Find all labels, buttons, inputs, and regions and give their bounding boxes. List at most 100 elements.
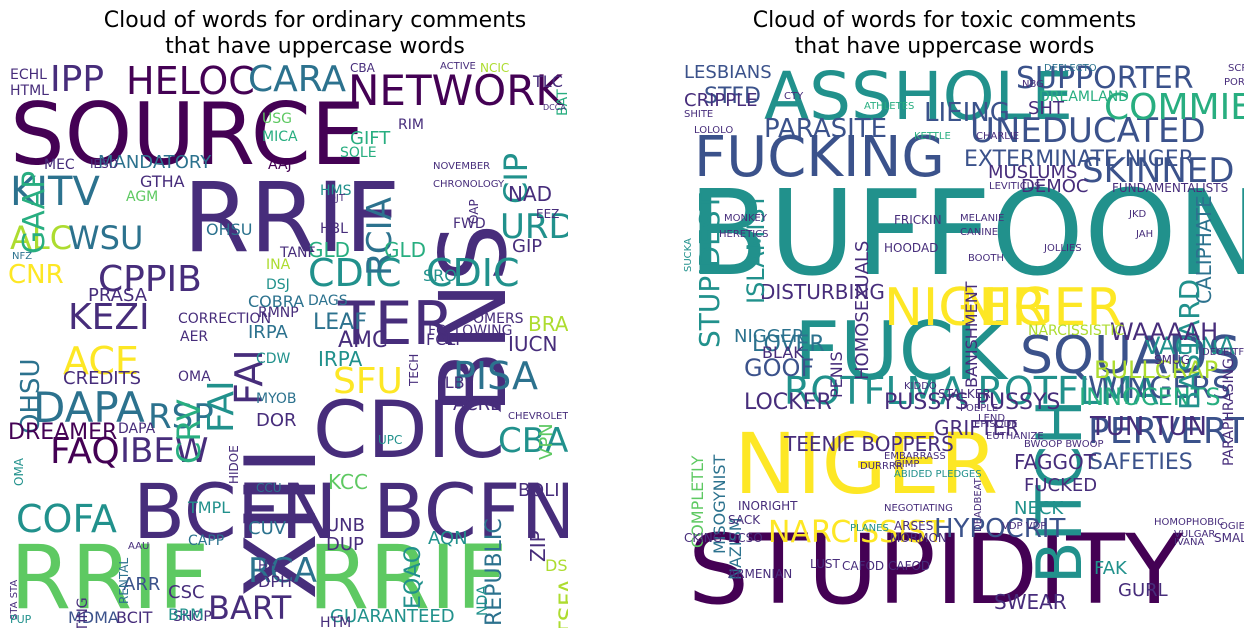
cloud-word: CAPP bbox=[188, 533, 225, 549]
cloud-word: CUV bbox=[248, 518, 287, 539]
cloud-word: GIFT bbox=[350, 128, 391, 149]
cloud-word: IBEW bbox=[120, 431, 209, 471]
cloud-word: PARAPHRASING bbox=[1221, 358, 1237, 466]
cloud-word: UNB bbox=[326, 515, 365, 536]
cloud-word: NOVEMBER bbox=[433, 161, 491, 172]
cloud-word: COBRA bbox=[248, 292, 305, 311]
cloud-word: BCFN bbox=[133, 467, 338, 556]
cloud-word: EEZ bbox=[536, 207, 560, 221]
cloud-word: KETTLE bbox=[914, 131, 951, 142]
cloud-word: WSU bbox=[68, 219, 144, 257]
cloud-word: GLD bbox=[384, 238, 427, 262]
cloud-word: ARSES bbox=[894, 519, 934, 533]
cloud-word: BRM bbox=[168, 605, 204, 624]
cloud-word: CRV bbox=[170, 399, 208, 464]
cloud-word: GLD bbox=[308, 238, 351, 262]
cloud-word: MUSLUMS bbox=[988, 162, 1078, 183]
cloud-word: LOLOLO bbox=[694, 125, 734, 136]
cloud-word: LOCKER bbox=[744, 390, 832, 415]
cloud-word: DEADBEAT bbox=[973, 478, 984, 532]
cloud-word: FOLLOWING bbox=[428, 323, 513, 339]
cloud-word: VAGINA bbox=[1144, 332, 1235, 360]
cloud-word: HIDOE bbox=[227, 445, 241, 484]
cloud-word: ALC bbox=[10, 219, 73, 257]
cloud-word: FAQ bbox=[50, 431, 120, 472]
cloud-word: TUN TUN bbox=[1090, 412, 1207, 442]
word-cloud-toxic: BUFFOON STUPIDITY ASSHOLE FUCKING FUCK NIGER N… bbox=[684, 62, 1244, 628]
cloud-word: CTY bbox=[784, 91, 804, 102]
cloud-word: JOLLIES bbox=[1044, 243, 1082, 254]
cloud-word: BART bbox=[208, 589, 292, 627]
cloud-word: SHOP bbox=[173, 609, 212, 625]
cloud-word: CHARLIE bbox=[976, 131, 1020, 142]
cloud-word: STFD bbox=[704, 84, 761, 109]
cloud-word: ARMENIAN bbox=[728, 567, 793, 581]
cloud-word: ISLAMIST bbox=[742, 193, 770, 304]
cloud-word: NECK bbox=[1014, 498, 1064, 519]
cloud-word: GOOF bbox=[744, 354, 815, 382]
cloud-word: DAGS bbox=[308, 293, 348, 309]
cloud-word: ASSHOLE bbox=[764, 62, 1073, 135]
cloud-word: RIM bbox=[398, 117, 424, 133]
cloud-word: IRPA bbox=[318, 347, 363, 371]
cloud-word: SAFETIES bbox=[1089, 450, 1193, 475]
cloud-word: EXTERMINATE NIGER bbox=[964, 147, 1194, 172]
cloud-word: EMBARRASS bbox=[884, 451, 946, 462]
cloud-word: LEAF bbox=[313, 310, 367, 335]
cloud-word: NIGER bbox=[734, 415, 999, 513]
cloud-word: IRPA bbox=[248, 322, 288, 343]
cloud-word: INORIGHT bbox=[738, 499, 798, 513]
cloud-word: CCU bbox=[256, 481, 282, 495]
cloud-word: SCROTUM bbox=[1228, 63, 1244, 74]
cloud-word: MONKEY bbox=[724, 213, 767, 224]
cloud-word: HERETICS bbox=[719, 229, 769, 240]
cloud-word: STUPIDITY bbox=[688, 514, 1184, 626]
cloud-word: LUST bbox=[810, 557, 840, 571]
cloud-word: AGM bbox=[126, 189, 159, 205]
cloud-word: PARASITE bbox=[764, 114, 888, 144]
cloud-word: RRIF bbox=[308, 526, 507, 628]
cloud-word: EQAO bbox=[401, 545, 426, 609]
cloud-word: ECHL bbox=[10, 67, 47, 83]
cloud-word: CORRECTION bbox=[178, 311, 272, 327]
cloud-word: URD bbox=[500, 207, 568, 247]
cloud-word: NBG bbox=[1022, 79, 1044, 90]
cloud-word: CRIPPLE bbox=[684, 90, 758, 111]
cloud-word: SOLE bbox=[340, 145, 377, 161]
cloud-word: TSFA bbox=[554, 578, 568, 628]
cloud-word: DAPA bbox=[33, 383, 145, 432]
cloud-word: DSJ bbox=[266, 277, 290, 293]
cloud-word: NAD bbox=[508, 182, 553, 206]
cloud-word: RCIA bbox=[360, 197, 400, 276]
cloud-word: SQUADS bbox=[1020, 326, 1241, 386]
cloud-word: JAH bbox=[1136, 229, 1154, 240]
cloud-word: PUSSYS PUSSYS bbox=[884, 390, 1061, 415]
cloud-word: SWEAR bbox=[994, 590, 1067, 614]
cloud-word: DAPA bbox=[118, 421, 156, 437]
cloud-word: ATHLETES bbox=[864, 101, 915, 112]
cloud-word: PRASA bbox=[88, 285, 148, 306]
cloud-word: OMA bbox=[178, 369, 211, 385]
cloud-word: BUFFOON bbox=[688, 164, 1244, 302]
cloud-word: STALKER bbox=[938, 387, 991, 401]
cloud-word: VDP VDP bbox=[1002, 521, 1047, 532]
cloud-word: BCFN bbox=[373, 467, 568, 556]
cloud-word: MICA bbox=[262, 129, 298, 145]
cloud-word: EUTHANIZE bbox=[986, 431, 1044, 442]
cloud-word: DCCA bbox=[543, 103, 566, 112]
cloud-word: KEZI bbox=[68, 297, 150, 338]
cloud-word: CBA bbox=[350, 62, 375, 75]
panel-title-toxic: Cloud of words for toxic comments that h… bbox=[752, 8, 1137, 59]
cloud-word: SHT bbox=[1028, 98, 1064, 119]
cloud-word: NIGER bbox=[884, 278, 1048, 338]
cloud-word: CDIC bbox=[308, 251, 402, 295]
cloud-word: GIP bbox=[512, 236, 543, 257]
cloud-word: FUCK bbox=[794, 305, 1007, 398]
cloud-word: GAAP bbox=[17, 170, 52, 254]
cloud-word: DREAMLAND bbox=[1039, 89, 1129, 105]
cloud-word: BLAK bbox=[762, 343, 804, 362]
cloud-word: SACK bbox=[728, 513, 761, 527]
cloud-word: HTM bbox=[320, 615, 352, 628]
cloud-word: HYPOCRIT bbox=[934, 514, 1066, 544]
cloud-word: TECH bbox=[407, 353, 421, 386]
